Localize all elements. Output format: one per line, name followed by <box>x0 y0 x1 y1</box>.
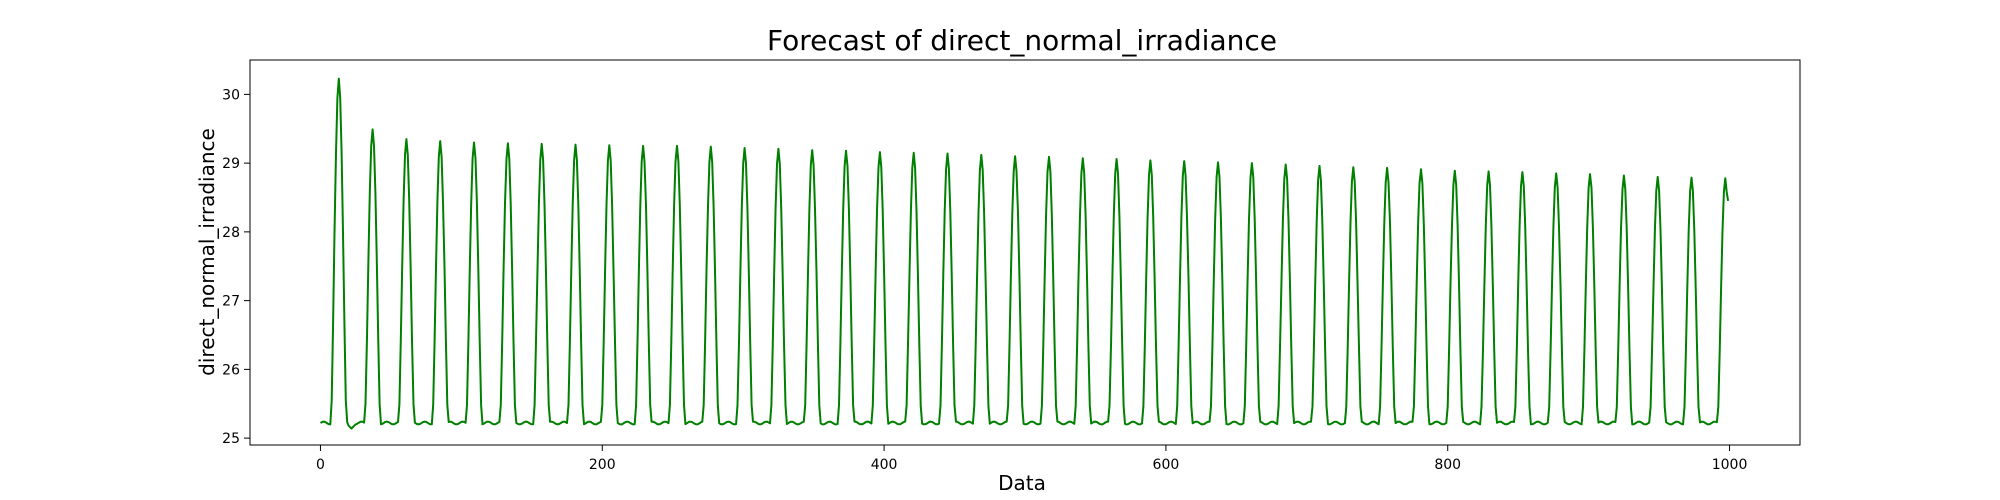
y-axis-label: direct_normal_irradiance <box>195 128 219 376</box>
series-line <box>319 77 1730 430</box>
y-axis: 25 26 27 28 29 30 <box>222 87 250 447</box>
x-tick-label: 400 <box>871 457 898 473</box>
chart-title: Forecast of direct_normal_irradiance <box>767 24 1277 57</box>
x-axis: 0 200 400 600 800 1000 <box>316 445 1747 473</box>
x-tick-label: 200 <box>589 457 616 473</box>
y-tick-label: 26 <box>222 362 240 378</box>
y-tick-label: 25 <box>222 431 240 447</box>
y-tick-label: 30 <box>222 87 240 103</box>
y-tick-label: 27 <box>222 294 240 310</box>
y-tick-label: 28 <box>222 225 240 241</box>
x-tick-label: 0 <box>316 457 325 473</box>
x-tick-label: 800 <box>1434 457 1461 473</box>
plot-area <box>249 59 1801 446</box>
x-tick-label: 1000 <box>1712 457 1748 473</box>
x-axis-label: Data <box>998 471 1046 495</box>
plot-frame <box>249 59 1801 446</box>
x-tick-label: 600 <box>1153 457 1180 473</box>
y-tick-label: 29 <box>222 156 240 172</box>
